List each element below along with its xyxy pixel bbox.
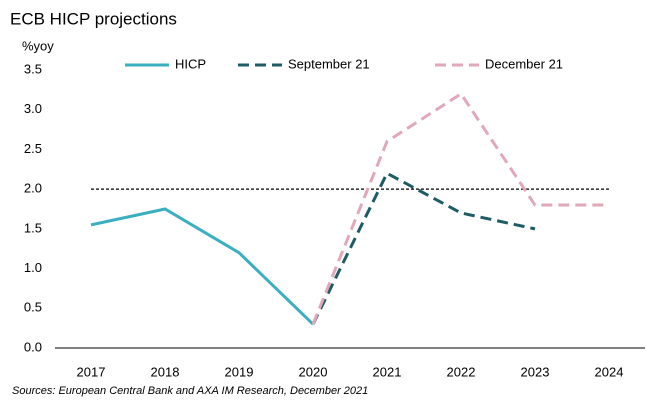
x-tick-label: 2018 — [151, 364, 180, 379]
y-tick-label: 0.5 — [24, 300, 42, 315]
x-tick-label: 2017 — [77, 364, 106, 379]
chart-title: ECB HICP projections — [10, 9, 177, 28]
x-tick-label: 2019 — [225, 364, 254, 379]
x-tick-label: 2021 — [373, 364, 402, 379]
x-tick-label: 2023 — [521, 364, 550, 379]
series-line — [311, 171, 536, 325]
x-tick-label: 2024 — [595, 364, 624, 379]
y-axis-label: %yoy — [22, 38, 54, 53]
series-line — [90, 207, 315, 326]
legend-label: September 21 — [288, 56, 370, 71]
y-tick-label: 3.5 — [24, 61, 42, 76]
x-tick-label: 2022 — [447, 364, 476, 379]
y-tick-label: 2.0 — [24, 181, 42, 196]
source-note: Sources: European Central Bank and AXA I… — [12, 385, 368, 397]
y-tick-label: 1.5 — [24, 220, 42, 235]
legend-label: December 21 — [485, 56, 563, 71]
x-tick-label: 2020 — [299, 364, 328, 379]
legend-label: HICP — [175, 56, 206, 71]
series-line — [311, 91, 609, 325]
y-tick-label: 1.0 — [24, 260, 42, 275]
y-tick-label: 3.0 — [24, 101, 42, 116]
y-tick-label: 0.0 — [24, 339, 42, 354]
y-tick-label: 2.5 — [24, 141, 42, 156]
